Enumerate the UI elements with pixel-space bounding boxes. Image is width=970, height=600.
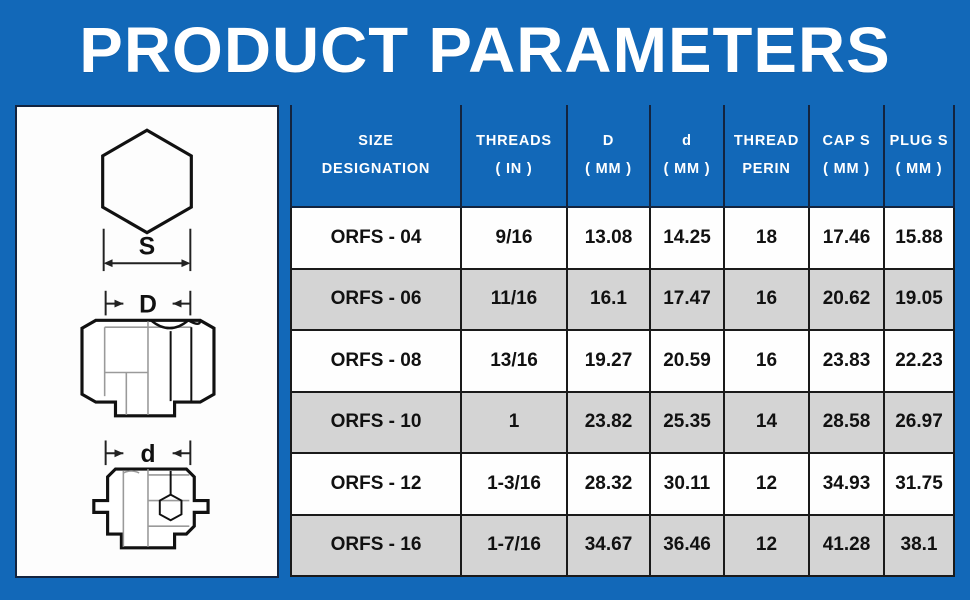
cell-caps: 20.62 [810,269,885,331]
col-header-line2: ( MM ) [823,160,870,177]
col-header-size-designation: SIZE DESIGNATION [290,105,462,208]
cell-size: ORFS - 10 [290,392,462,454]
cell-perin: 12 [725,515,810,577]
col-header-line1: THREAD [733,132,800,149]
col-header-line1: d [682,132,692,149]
col-header-line2: PERIN [742,160,791,177]
cell-caps: 17.46 [810,208,885,270]
technical-drawing-panel: S D [15,105,279,578]
fitting-diagrams-svg: S D [80,128,216,550]
cell-threads: 1-3/16 [462,454,568,516]
cell-size: ORFS - 16 [290,515,462,577]
cell-threads: 1 [462,392,568,454]
cell-size: ORFS - 06 [290,269,462,331]
cell-D: 13.08 [568,208,651,270]
col-header-D: D ( MM ) [568,105,651,208]
cell-threads: 9/16 [462,208,568,270]
cell-d: 14.25 [651,208,725,270]
col-header-line2: DESIGNATION [321,160,431,177]
cell-perin: 16 [725,269,810,331]
cell-plugs: 19.05 [885,269,955,331]
cell-size: ORFS - 04 [290,208,462,270]
cell-plugs: 31.75 [885,454,955,516]
page-title: PRODUCT PARAMETERS [79,14,891,86]
cell-D: 28.32 [568,454,651,516]
cell-threads: 11/16 [462,269,568,331]
col-header-cap-s: CAP S ( MM ) [810,105,885,208]
cell-d: 17.47 [651,269,725,331]
table-row: ORFS - 16 1-7/16 34.67 36.46 12 41.28 38… [290,515,955,577]
cell-d: 36.46 [651,515,725,577]
col-header-line1: D [602,132,615,149]
table-row: ORFS - 10 1 23.82 25.35 14 28.58 26.97 [290,392,955,454]
parameters-table: SIZE DESIGNATION THREADS ( IN ) D ( MM )… [290,105,955,577]
cell-D: 16.1 [568,269,651,331]
cell-D: 23.82 [568,392,651,454]
col-header-d: d ( MM ) [651,105,725,208]
plug-fitting-icon [92,467,210,550]
cell-size: ORFS - 08 [290,331,462,393]
cell-plugs: 22.23 [885,331,955,393]
cell-threads: 1-7/16 [462,515,568,577]
col-header-threads: THREADS ( IN ) [462,105,568,208]
col-header-line2: ( MM ) [585,160,632,177]
table-header-row: SIZE DESIGNATION THREADS ( IN ) D ( MM )… [290,105,955,208]
cell-caps: 41.28 [810,515,885,577]
col-header-line2: ( MM ) [663,160,711,177]
col-header-line1: THREADS [476,132,552,149]
cell-perin: 12 [725,454,810,516]
cell-d: 25.35 [651,392,725,454]
col-header-line1: CAP S [822,132,871,149]
cell-perin: 14 [725,392,810,454]
col-header-thread-perin: THREAD PERIN [725,105,810,208]
cell-D: 19.27 [568,331,651,393]
table-row: ORFS - 12 1-3/16 28.32 30.11 12 34.93 31… [290,454,955,516]
s-dimension-lines [102,228,192,272]
cap-fitting-icon [80,318,216,418]
table-row: ORFS - 04 9/16 13.08 14.25 18 17.46 15.8… [290,208,955,270]
d-lower-dimension-label: d [140,441,155,468]
cell-d: 20.59 [651,331,725,393]
cell-D: 34.67 [568,515,651,577]
cell-caps: 23.83 [810,331,885,393]
s-dimension-label: S [139,233,155,260]
cell-plugs: 38.1 [885,515,955,577]
cell-perin: 16 [725,331,810,393]
cell-plugs: 15.88 [885,208,955,270]
cell-size: ORFS - 12 [290,454,462,516]
col-header-line2: ( MM ) [895,160,943,177]
d-upper-dimension-lines [104,290,192,316]
hexagon-icon [101,128,193,235]
cell-threads: 13/16 [462,331,568,393]
col-header-line2: ( IN ) [495,160,533,177]
cell-plugs: 26.97 [885,392,955,454]
parameters-table-container: SIZE DESIGNATION THREADS ( IN ) D ( MM )… [290,105,955,578]
table-row: ORFS - 08 13/16 19.27 20.59 16 23.83 22.… [290,331,955,393]
d-lower-dimension-lines [104,440,192,466]
cell-caps: 34.93 [810,454,885,516]
cell-caps: 28.58 [810,392,885,454]
col-header-line1: SIZE [358,132,394,149]
cell-d: 30.11 [651,454,725,516]
cell-perin: 18 [725,208,810,270]
d-upper-dimension-label: D [139,291,157,318]
col-header-plug-s: PLUG S ( MM ) [885,105,955,208]
table-row: ORFS - 06 11/16 16.1 17.47 16 20.62 19.0… [290,269,955,331]
col-header-line1: PLUG S [889,132,949,149]
